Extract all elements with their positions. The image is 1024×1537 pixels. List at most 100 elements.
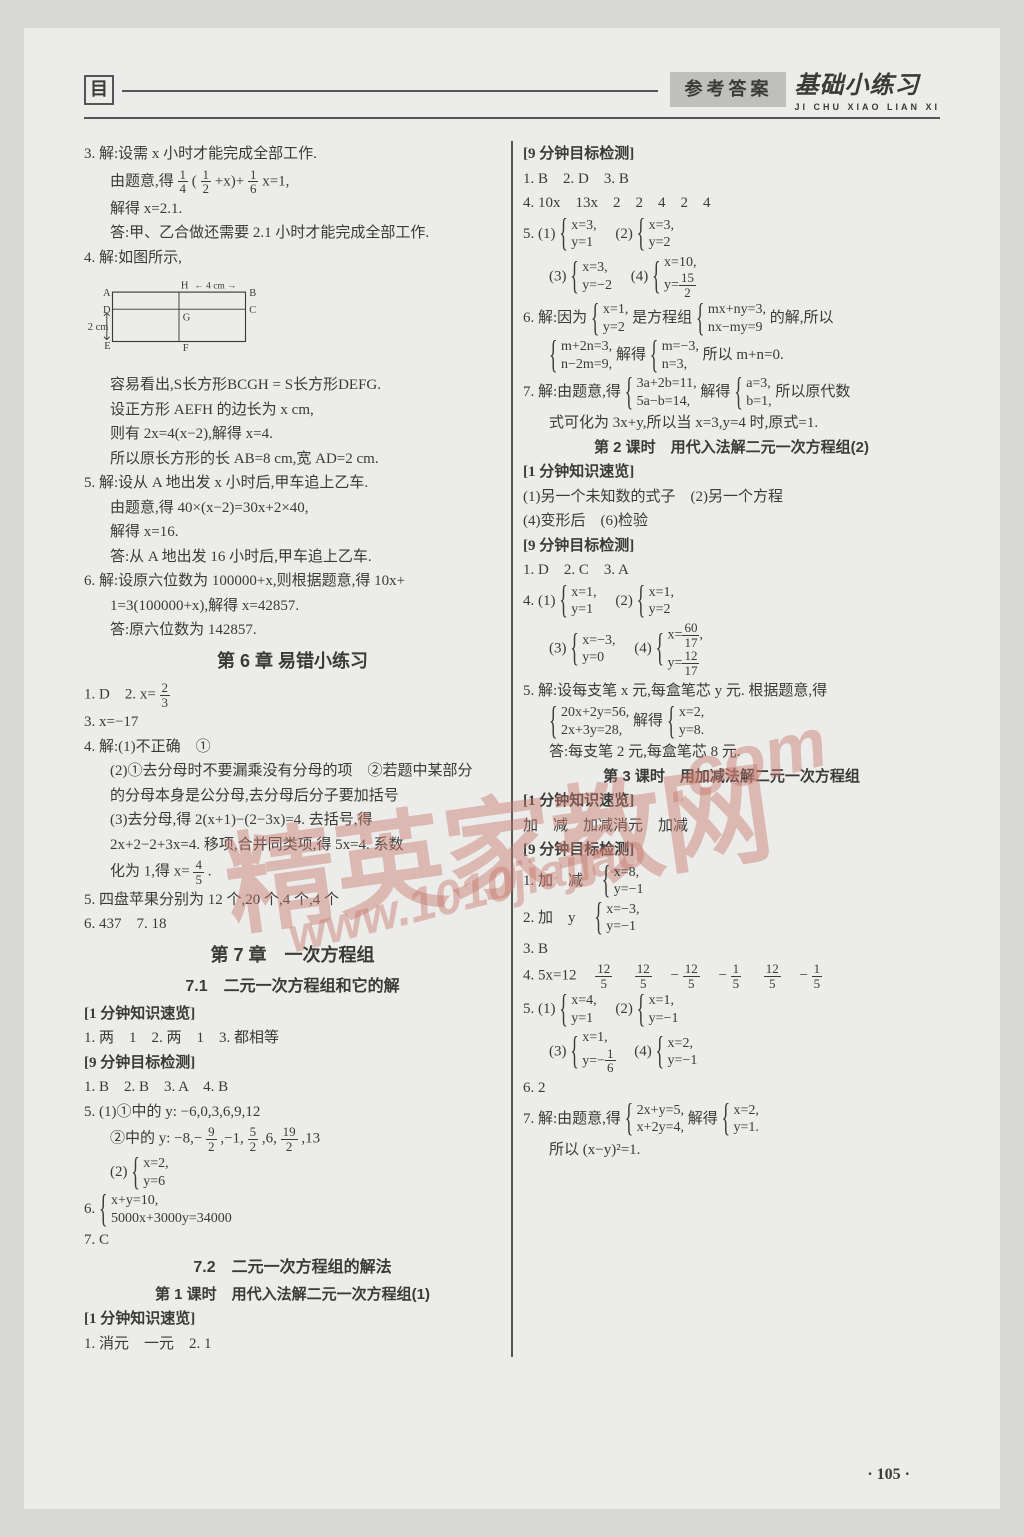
fraction: 12 — [201, 168, 212, 196]
svg-text:E: E — [104, 342, 110, 353]
brace-system: x+y=10, 5000x+3000y=34000 — [99, 1192, 232, 1227]
brace-system: 2x+y=5,x+2y=4, — [625, 1102, 684, 1137]
brace-system: 3a+2b=11,5a−b=14, — [625, 375, 697, 410]
brand-sub: JI CHU XIAO LIAN XI — [794, 104, 940, 111]
text-line: 1. D 2. x= 23 — [84, 681, 501, 709]
text-line: 2x+2−2+3x=4. 移项,合并同类项,得 5x=4. 系数 — [84, 834, 501, 857]
text: ②中的 y: −8,− — [110, 1131, 202, 1147]
text: 4. 5x=12 — [523, 968, 591, 984]
text-line: 3. 解:设需 x 小时才能完成全部工作. — [84, 143, 501, 166]
text-line: 4. 5x=12 125 125 − 125 − 15 125 − 15 — [523, 962, 940, 990]
right-column: [9 分钟目标检测] 1. B 2. D 3. B 4. 10x 13x 2 2… — [523, 141, 940, 1357]
brace-system: x=−3,y=0 — [570, 632, 615, 667]
text: 7. 解:由题意,得 — [523, 1111, 625, 1127]
text-line: 1. 消元 一元 2. 1 — [84, 1333, 501, 1356]
svg-text:A: A — [103, 288, 111, 299]
text-line: 6. 437 7. 18 — [84, 913, 501, 936]
text: (4) — [616, 268, 649, 284]
brace-system: 20x+2y=56,2x+3y=28, — [549, 704, 629, 739]
brand-main: 基础小练习 — [794, 72, 919, 99]
fraction: 15 — [812, 962, 823, 990]
brace-system: m=−3,n=3, — [650, 338, 699, 373]
text-line: (3)去分母,得 2(x+1)−(2−3x)=4. 去括号,得 — [84, 809, 501, 832]
text: 解得 — [700, 384, 734, 400]
text-line: 5. 四盘苹果分别为 12 个,20 个,4 个,4 个 — [84, 889, 501, 912]
text-line: 解得 x=16. — [84, 521, 501, 544]
fraction: 52 — [248, 1125, 259, 1153]
text-line: 2. 加 y x=−3,y=−1 — [523, 901, 940, 936]
text: 7. 解:由题意,得 — [523, 384, 625, 400]
text-line: (3) x=1, y=−16 (4) x=2,y=−1 — [523, 1029, 940, 1075]
text-line: 5. 解:设从 A 地出发 x 小时后,甲车追上乙车. — [84, 472, 501, 495]
text-line: (2)①去分母时不要漏乘没有分母的项 ②若题中某部分 — [84, 760, 501, 783]
text-line: 化为 1,得 x= 45 . — [84, 858, 501, 886]
header-brand: 基础小练习 JI CHU XIAO LIAN XI — [794, 68, 940, 111]
text-line: 3. B — [523, 938, 940, 961]
svg-text:H: H — [181, 281, 189, 292]
fraction: 192 — [281, 1125, 298, 1153]
text-line: (2) x=2, y=6 — [84, 1155, 501, 1190]
fraction: 92 — [206, 1125, 217, 1153]
text-line: 所以原长方形的长 AB=8 cm,宽 AD=2 cm. — [84, 448, 501, 471]
text-line: 答:原六位数为 142857. — [84, 619, 501, 642]
text-line: 解得 x=2.1. — [84, 198, 501, 221]
bracket-heading: [9 分钟目标检测] — [523, 839, 940, 862]
brace-system: x=6017, y=1217 — [656, 621, 703, 678]
text: (2) — [600, 1001, 633, 1017]
text: 所以原代数 — [775, 384, 850, 400]
fraction: 125 — [764, 962, 781, 990]
text: 2. 加 y — [523, 909, 591, 925]
header-icon: 目 — [84, 75, 114, 105]
brace-system: a=3,b=1, — [734, 375, 771, 410]
text: (2) — [600, 226, 633, 242]
bracket-heading: [1 分钟知识速览] — [523, 461, 940, 484]
text-line: 答:每支笔 2 元,每盒笔芯 8 元. — [523, 741, 940, 764]
lesson-title: 第 3 课时 用加减法解二元一次方程组 — [523, 766, 940, 789]
brace-system: x=1,y=2 — [637, 584, 674, 619]
text-line: 5. (1) x=4,y=1 (2) x=1,y=−1 — [523, 992, 940, 1027]
text: (2) — [110, 1164, 131, 1180]
text-line: 式可化为 3x+y,所以当 x=3,y=4 时,原式=1. — [523, 412, 940, 435]
text: 1. 加 减 — [523, 872, 598, 888]
text-line: (4)变形后 (6)检验 — [523, 510, 940, 533]
text: 6. 解:因为 — [523, 310, 591, 326]
text-line: 则有 2x=4(x−2),解得 x=4. — [84, 423, 501, 446]
left-column: 3. 解:设需 x 小时才能完成全部工作. 由题意,得 14 ( 12 +x)+… — [84, 141, 501, 1357]
text: (2) — [600, 593, 633, 609]
text-line: 4. (1) x=1,y=1 (2) x=1,y=2 — [523, 584, 940, 619]
text-line: 1. 两 1 2. 两 1 3. 都相等 — [84, 1027, 501, 1050]
text-line: 加 减 加减消元 加减 — [523, 815, 940, 838]
text: ,13 — [301, 1131, 320, 1147]
text: 解得 — [616, 347, 650, 363]
text-line: 5. 解:设每支笔 x 元,每盒笔芯 y 元. 根据题意,得 — [523, 680, 940, 703]
text-line: 设正方形 AEFH 的边长为 x cm, — [84, 399, 501, 422]
text-line: 3. x=−17 — [84, 711, 501, 734]
text-line: 由题意,得 40×(x−2)=30x+2×40, — [84, 497, 501, 520]
svg-text:← 4 cm →: ← 4 cm → — [194, 282, 236, 292]
fraction: 45 — [193, 858, 204, 886]
fraction: 14 — [178, 168, 189, 196]
lesson-title: 第 2 课时 用代入法解二元一次方程组(2) — [523, 437, 940, 460]
text-line: 6. 解:因为 x=1,y=2 是方程组 mx+ny=3,nx−my=9 的解,… — [523, 301, 940, 336]
text: ,6, — [262, 1131, 277, 1147]
brace-system: x=2,y=8. — [667, 704, 704, 739]
lesson-title: 第 1 课时 用代入法解二元一次方程组(1) — [84, 1284, 501, 1307]
header-rule — [122, 90, 658, 92]
text: 5. (1) — [523, 226, 556, 242]
chapter-title: 第 7 章 一次方程组 — [84, 942, 501, 969]
bracket-heading: [9 分钟目标检测] — [84, 1052, 501, 1075]
section-title: 7.1 二元一次方程组和它的解 — [84, 975, 501, 999]
text-line: 由题意,得 14 ( 12 +x)+ 16 x=1, — [84, 168, 501, 196]
text: − — [703, 968, 726, 984]
fraction: 16 — [248, 168, 259, 196]
svg-text:C: C — [249, 305, 256, 316]
text-line: 答:甲、乙合做还需要 2.1 小时才能完成全部工作. — [84, 222, 501, 245]
svg-text:F: F — [183, 343, 189, 354]
page-number: · 105 · — [867, 1463, 910, 1487]
text: (3) — [549, 1044, 567, 1060]
text-line: 1. B 2. B 3. A 4. B — [84, 1076, 501, 1099]
bracket-heading: [9 分钟目标检测] — [523, 143, 940, 166]
text-line: 6. 2 — [523, 1077, 940, 1100]
text-line: 20x+2y=56,2x+3y=28, 解得 x=2,y=8. — [523, 704, 940, 739]
brace-system: m+2n=3,n−2m=9, — [549, 338, 612, 373]
